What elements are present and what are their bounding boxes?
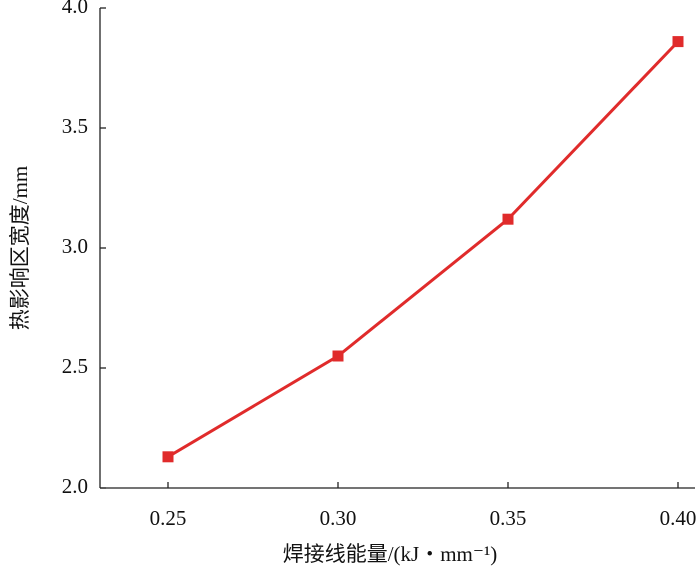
data-point [162, 451, 174, 463]
data-point [672, 36, 684, 48]
data-line [167, 40, 680, 459]
y-axis-label: 热影响区宽度/mm [8, 166, 32, 331]
x-tick-label: 0.40 [660, 506, 697, 530]
x-tick-label: 0.35 [490, 506, 527, 530]
y-tick-label: 3.5 [62, 114, 88, 138]
y-tick-label: 2.0 [62, 474, 88, 498]
x-tick-label: 0.25 [150, 506, 187, 530]
y-tick-label: 4.0 [62, 0, 88, 18]
x-axis-label: 焊接线能量/(kJ・mm⁻¹) [283, 542, 498, 566]
data-point [332, 350, 344, 362]
y-tick-label: 2.5 [62, 354, 88, 378]
x-tick-label: 0.30 [320, 506, 357, 530]
y-tick-label: 3.0 [62, 234, 88, 258]
data-point [502, 213, 514, 225]
